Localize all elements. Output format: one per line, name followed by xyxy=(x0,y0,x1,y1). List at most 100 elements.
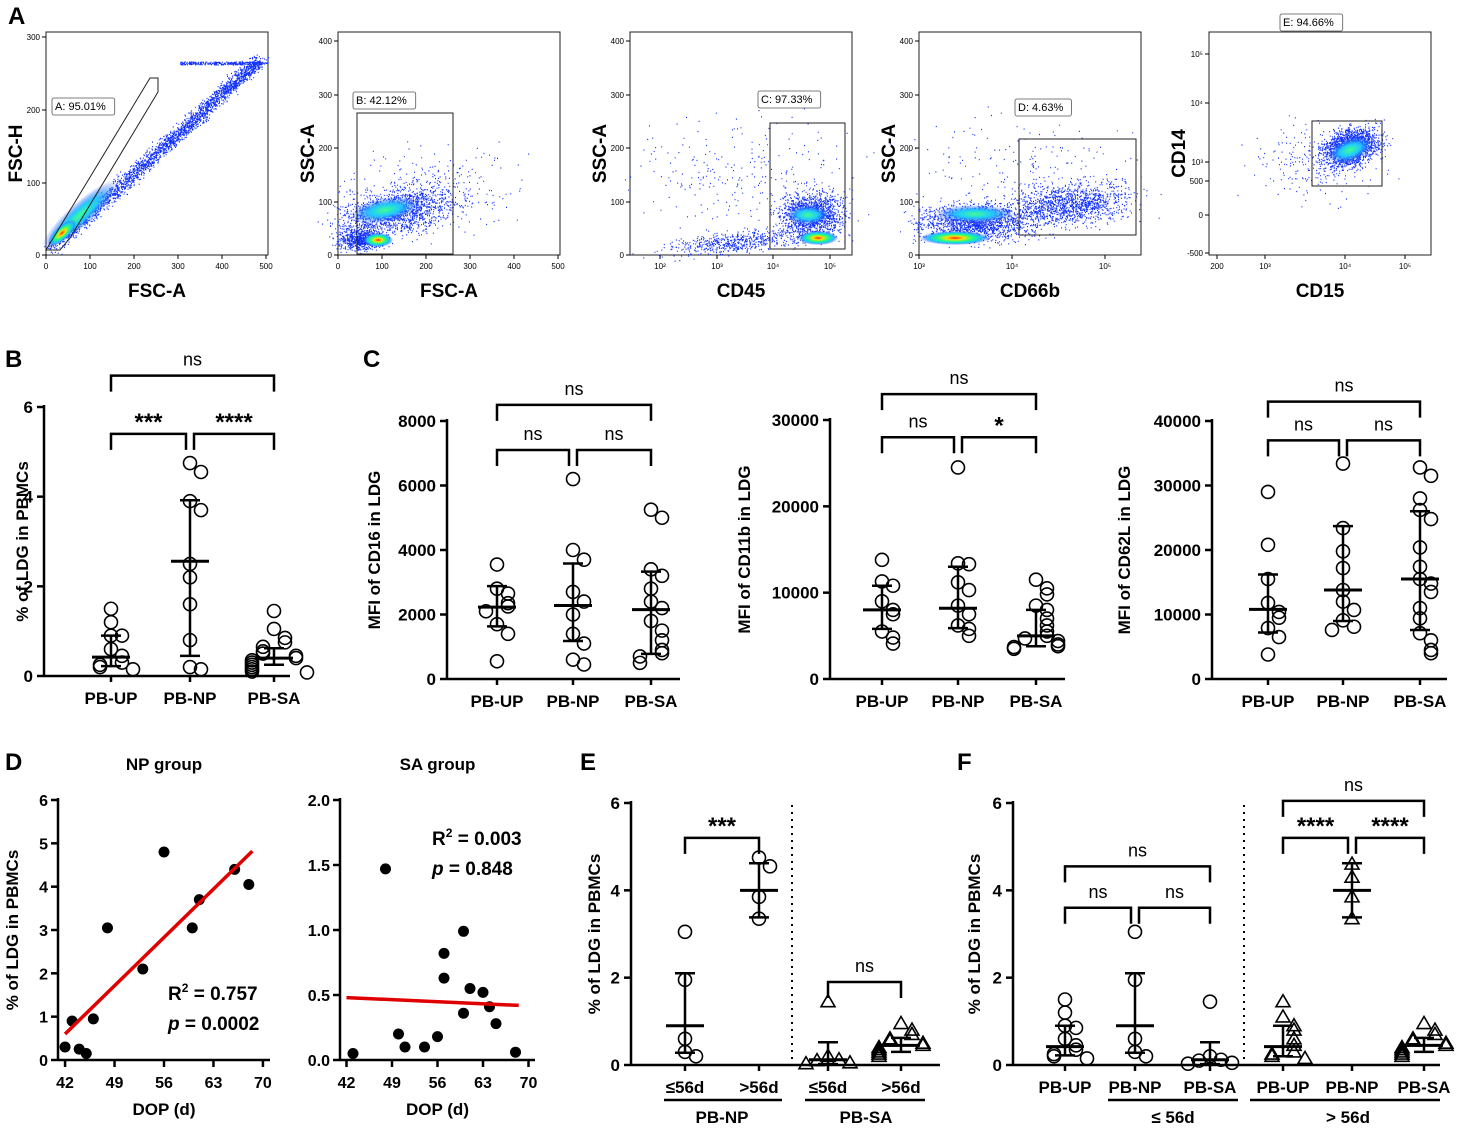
y-tick-label: 6 xyxy=(993,794,1002,813)
x-tick-label: 100 xyxy=(375,262,389,271)
category-label-2: PB-SA xyxy=(1394,692,1447,711)
gate-label-box xyxy=(757,90,822,109)
significance-bracket xyxy=(1345,439,1422,457)
data-point xyxy=(299,665,315,680)
category-label-1: PB-NP xyxy=(1317,692,1370,711)
x-tick-label: 63 xyxy=(474,1075,492,1092)
plot-frame xyxy=(918,31,1142,256)
data-point xyxy=(1180,1056,1196,1071)
category-label-1: >56d xyxy=(739,1078,778,1097)
y-tick-label: 4 xyxy=(993,881,1003,900)
gate-label-box xyxy=(51,97,116,116)
y-axis-label: MFI of CD62L in LDG xyxy=(1115,466,1134,635)
data-point xyxy=(961,582,977,598)
significance-bracket xyxy=(1266,400,1422,418)
y-tick-label: 5 xyxy=(39,836,48,853)
dot-plot-C1: 0 2000 4000 6000 8000 MFI of CD16 in LDG PB-UP… xyxy=(365,379,680,711)
data-point xyxy=(1039,624,1055,639)
gate-label: C: 97.33% xyxy=(761,94,813,106)
significance-bracket xyxy=(1137,906,1212,924)
y-tick-label: 0 xyxy=(328,251,333,260)
x-axis-label: DOP (d) xyxy=(133,1100,196,1119)
data-point xyxy=(1393,1047,1411,1063)
significance-label: ns xyxy=(1165,882,1184,902)
category-label-2: PB-SA xyxy=(248,689,301,708)
p-value-label: p = 0.0002 xyxy=(167,1014,259,1035)
gate-label: E: 94.66% xyxy=(1283,17,1334,29)
data-point xyxy=(1423,584,1439,600)
data-point xyxy=(654,510,670,526)
y-tick-label: 400 xyxy=(900,37,914,46)
density-hotspot xyxy=(363,233,393,247)
data-point xyxy=(1079,1051,1095,1066)
y-tick-label: 0 xyxy=(39,1053,48,1070)
significance-label: ns xyxy=(604,424,623,444)
flow-plot-A3: 10² 10³ 10⁴ 10⁵ 0 100 200 300 400 CD45 SSC-A C: 97.… xyxy=(590,31,875,302)
data-point xyxy=(892,1014,910,1030)
gate-label-box xyxy=(1279,13,1344,32)
flow-plot-A5: 200 10³ 10⁴ 10⁵ -500 0 500 10³ 10⁴ 10⁵ CD15 CD14 E: … xyxy=(1169,13,1432,302)
y-tick-label: 300 xyxy=(611,91,625,100)
data-point xyxy=(186,922,198,934)
data-point xyxy=(565,542,581,558)
significance-label: ns xyxy=(1334,376,1353,396)
category-label-3: PB-UP xyxy=(1257,1078,1310,1097)
data-point xyxy=(1412,491,1428,506)
y-tick-label: 100 xyxy=(611,198,625,207)
y-tick-label: 10000 xyxy=(1154,606,1201,625)
y-tick-label: 200 xyxy=(27,106,41,115)
x-tick-label: 10⁵ xyxy=(824,262,836,271)
data-point xyxy=(125,661,141,677)
category-label-2: PB-SA xyxy=(625,692,678,711)
y-tick-label: 10000 xyxy=(772,584,819,603)
data-point xyxy=(1039,581,1055,596)
panel-letter-C: C xyxy=(363,346,380,373)
data-point xyxy=(654,623,670,638)
data-point xyxy=(1335,456,1351,471)
category-label-0: PB-UP xyxy=(85,689,138,708)
data-point xyxy=(1017,631,1033,646)
data-point xyxy=(1068,1020,1084,1036)
significance-label: ns xyxy=(523,424,542,444)
category-label-0: PB-UP xyxy=(471,692,524,711)
x-tick-label: 49 xyxy=(106,1075,124,1092)
y-tick-label: 300 xyxy=(319,91,333,100)
x-tick-label: 500 xyxy=(259,262,273,271)
y-axis-label: MFI of CD16 in LDG xyxy=(365,471,384,630)
data-point xyxy=(903,1025,921,1041)
y-tick-label: 10³ xyxy=(1191,158,1203,167)
y-tick-label: 6 xyxy=(611,794,620,813)
significance-label: ns xyxy=(1088,882,1107,902)
y-tick-label: 500 xyxy=(1190,177,1204,186)
event-dots xyxy=(632,222,851,262)
y-tick-label: 300 xyxy=(27,33,41,42)
y-tick-label: 0 xyxy=(1199,211,1204,220)
x-tick-label: 56 xyxy=(429,1075,447,1092)
data-point xyxy=(1412,460,1428,475)
data-point xyxy=(1271,604,1287,620)
panel-letter-D: D xyxy=(5,749,22,776)
data-point xyxy=(885,636,901,651)
x-tick-label: 10³ xyxy=(913,262,925,271)
data-point xyxy=(903,1021,921,1036)
y-tick-label: 300 xyxy=(900,91,914,100)
density-hotspot xyxy=(935,205,1015,223)
x-tick-label: 49 xyxy=(383,1075,401,1092)
group-label-1: > 56d xyxy=(1326,1108,1370,1127)
x-tick-label: 63 xyxy=(205,1075,223,1092)
significance-label: ns xyxy=(1294,414,1313,434)
data-point xyxy=(1423,511,1439,527)
significance-bracket xyxy=(109,432,188,450)
data-point xyxy=(478,603,494,619)
y-tick-label: 6 xyxy=(24,398,33,417)
data-point xyxy=(1415,1014,1433,1030)
y-tick-label: 2 xyxy=(39,966,48,983)
y-axis-label: % of LDG in PBMCs xyxy=(965,854,984,1015)
y-tick-label: -500 xyxy=(1187,249,1204,258)
y-tick-label: 2.0 xyxy=(308,793,330,810)
y-tick-label: 0 xyxy=(620,251,625,260)
x-axis-label: CD45 xyxy=(717,281,766,302)
density-hotspot xyxy=(798,231,838,245)
